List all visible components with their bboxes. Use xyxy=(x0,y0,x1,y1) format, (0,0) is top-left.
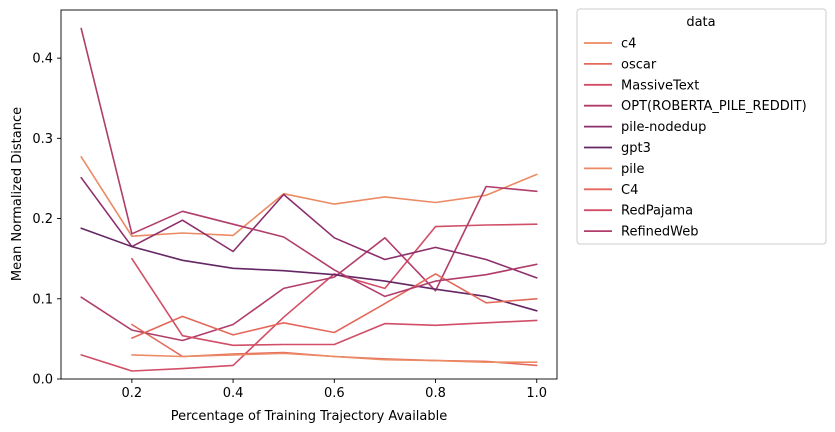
series-line-redpajama xyxy=(131,257,538,347)
x-axis: 0.2 0.4 0.6 0.8 1.0 xyxy=(122,379,547,401)
x-tick-label: 0.4 xyxy=(223,386,244,401)
series-line-c4 xyxy=(80,156,538,237)
legend-title: data xyxy=(686,15,715,30)
x-tick-label: 0.6 xyxy=(324,386,345,401)
legend-item: RefinedWeb xyxy=(584,225,698,240)
legend-label: gpt3 xyxy=(621,141,651,156)
legend-item: OPT(ROBERTA_PILE_REDDIT) xyxy=(584,99,807,114)
legend-label: c4 xyxy=(621,37,636,52)
series-layer xyxy=(80,27,538,372)
x-tick-label: 1.0 xyxy=(526,386,547,401)
plot-area xyxy=(60,9,558,380)
legend-item: pile-nodedup xyxy=(584,120,706,135)
plot-frame xyxy=(60,9,558,380)
legend-item: C4 xyxy=(584,183,638,198)
x-tick-label: 0.2 xyxy=(122,386,143,401)
y-tick-label: 0.2 xyxy=(32,212,53,227)
legend-label: RedPajama xyxy=(621,204,693,219)
legend-label: MassiveText xyxy=(621,78,699,93)
x-tick-label: 0.8 xyxy=(425,386,446,401)
legend-label: RefinedWeb xyxy=(621,225,698,240)
series-line-c4 xyxy=(131,273,538,339)
y-tick-label: 0.1 xyxy=(32,292,53,307)
legend-frame xyxy=(576,8,827,245)
series-line-pile xyxy=(131,352,538,364)
y-tick-label: 0.0 xyxy=(32,373,53,388)
y-axis-title: Mean Normalized Distance xyxy=(10,107,25,281)
legend-item: MassiveText xyxy=(584,78,699,93)
legend-item: pile xyxy=(584,162,644,177)
legend-items: c4 oscar MassiveText OPT(ROBERTA_PILE_REDDI… xyxy=(584,37,807,240)
legend-item: gpt3 xyxy=(584,141,651,156)
y-tick-label: 0.3 xyxy=(32,132,53,147)
legend: data c4 oscar MassiveText OPT(ROBERTA_PILE_… xyxy=(576,8,827,245)
series-line-massivetext xyxy=(80,223,538,372)
series-line-pile-nodedup xyxy=(80,176,538,279)
legend-item: c4 xyxy=(584,37,636,52)
legend-label: C4 xyxy=(621,183,638,198)
legend-item: RedPajama xyxy=(584,204,693,219)
legend-label: oscar xyxy=(621,57,657,72)
x-axis-title: Percentage of Training Trajectory Availa… xyxy=(171,409,448,424)
legend-label: pile-nodedup xyxy=(621,120,706,135)
series-line-gpt3 xyxy=(80,227,538,312)
series-line-refinedweb xyxy=(80,27,538,298)
legend-label: pile xyxy=(621,162,644,177)
legend-label: OPT(ROBERTA_PILE_REDDIT) xyxy=(621,99,807,114)
series-line-opt-roberta-pile-reddit- xyxy=(80,185,538,342)
y-axis: 0.0 0.1 0.2 0.3 0.4 xyxy=(32,52,61,388)
y-tick-label: 0.4 xyxy=(32,52,53,67)
legend-item: oscar xyxy=(584,57,657,72)
